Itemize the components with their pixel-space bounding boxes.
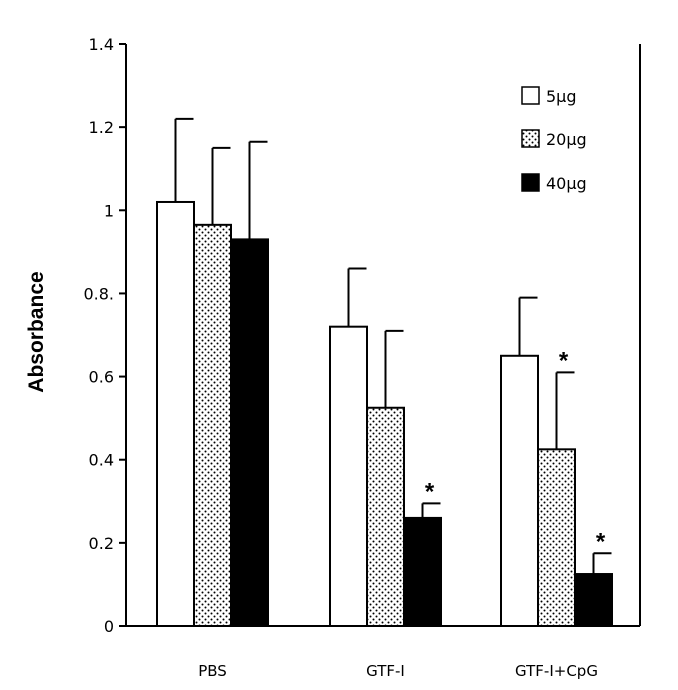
legend-label: 20μg [546, 130, 587, 149]
y-tick-label: 1.2 [89, 118, 114, 137]
legend: 5μg 20μg 40μg [521, 86, 587, 193]
bars-group: PBS GTF-I GTF-I+CpG * * * [156, 117, 613, 680]
significance-marker: * [559, 347, 569, 374]
y-tick-label: 0.2 [89, 534, 114, 553]
legend-swatch [521, 173, 540, 192]
bar [156, 200, 195, 627]
y-tick-label: 1 [104, 201, 114, 220]
significance-marker: * [596, 528, 606, 555]
bar [574, 573, 613, 627]
legend-swatch [521, 86, 540, 105]
y-tick-label: 0.6 [89, 368, 114, 387]
bar [193, 223, 232, 627]
bar [366, 406, 405, 627]
bar [403, 516, 442, 628]
y-tick-label: 0.4 [89, 451, 114, 470]
y-tick-label: 1.4 [89, 35, 114, 54]
y-axis-label: Absorbance [25, 271, 48, 392]
bar [329, 325, 368, 627]
bar [537, 448, 576, 628]
y-tick-label: 0.8. [83, 284, 114, 303]
x-category-label: PBS [198, 662, 227, 680]
legend-swatch [521, 129, 540, 148]
bar [500, 354, 539, 627]
x-category-label: GTF-I+CpG [515, 662, 598, 680]
y-tick-label: 0 [104, 617, 114, 636]
legend-label: 40μg [546, 174, 587, 193]
significance-marker: * [425, 478, 435, 505]
x-category-label: GTF-I [366, 662, 405, 680]
bar [230, 238, 269, 627]
legend-label: 5μg [546, 87, 577, 106]
